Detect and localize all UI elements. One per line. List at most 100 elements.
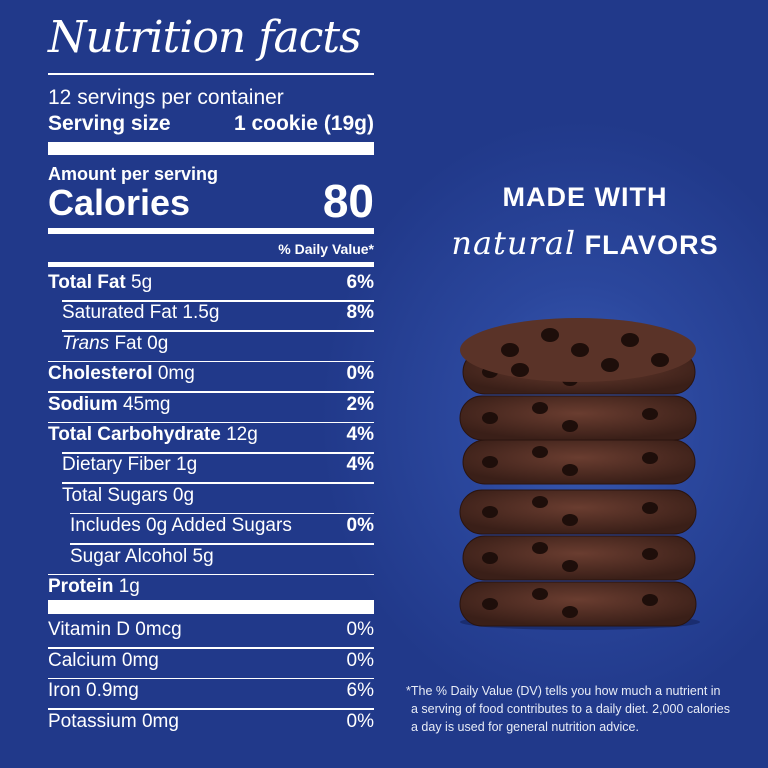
vitamin-dv: 0%: [346, 710, 374, 732]
nutrient-row: Cholesterol 0mg: [48, 363, 195, 385]
chocolate-chip: [482, 598, 498, 610]
chocolate-chip: [482, 506, 498, 518]
calories-label: Calories: [48, 182, 191, 223]
row-divider: [62, 452, 374, 454]
row-divider: [62, 330, 374, 332]
row-divider: [48, 647, 374, 649]
nutrient-amount: 1.5g: [182, 302, 220, 324]
row-divider: [70, 512, 374, 515]
vitamin-name: Calcium 0mg: [48, 649, 159, 671]
vitamin-name: Potassium 0mg: [48, 710, 179, 732]
nutrient-row: Total Sugars 0g: [62, 485, 194, 507]
chocolate-chip: [562, 514, 578, 526]
footnote-line: a day is used for general nutrition advi…: [411, 720, 639, 734]
nutrient-amount: 5g: [131, 272, 153, 293]
nutrient-amount: 12g: [226, 424, 258, 445]
nutrient-amount: 0mg: [157, 363, 195, 385]
nutrient-dv: 8%: [346, 302, 374, 324]
nutrient-amount: 5g: [192, 545, 214, 567]
chocolate-chip: [482, 456, 498, 468]
vitamin-name: Iron 0.9mg: [48, 680, 139, 701]
nutrient-dv: 6%: [346, 272, 374, 293]
footnote: *The % Daily Value (DV) tells you how mu…: [406, 682, 730, 736]
serving-size-label: Serving size: [48, 112, 171, 135]
row-divider: [48, 677, 374, 679]
chocolate-chip: [511, 363, 529, 377]
nutrient-name: Trans: [62, 332, 110, 354]
nutrient-row: Total Fat 5g: [48, 272, 152, 294]
vitamin-dv: 0%: [346, 619, 374, 640]
nutrient-dv: 4%: [346, 424, 374, 445]
chocolate-chip: [642, 408, 658, 420]
medium-divider: [48, 262, 374, 267]
row-divider: [48, 573, 374, 576]
chocolate-chip: [642, 452, 658, 464]
chocolate-chip: [621, 333, 639, 347]
nutrient-amount: Fat 0g: [114, 332, 169, 354]
nutrient-name: Total Fat: [48, 272, 126, 293]
chocolate-chip: [601, 358, 619, 372]
chocolate-chip: [562, 560, 578, 572]
row-divider: [62, 482, 374, 484]
nutrient-row: Includes 0g Added Sugars: [70, 515, 292, 537]
nutrient-dv: 0%: [346, 515, 374, 537]
serving-size-value: 1 cookie (19g): [233, 112, 374, 135]
nutrient-dv: 2%: [346, 393, 374, 415]
chocolate-chip: [571, 343, 589, 357]
servings-per-container: 12 servings per container: [48, 86, 284, 109]
nutrient-amount: 0g: [172, 484, 195, 506]
vitamin-dv: 6%: [346, 680, 374, 701]
chocolate-chip: [562, 420, 578, 432]
cookie-stack-image: [459, 318, 700, 630]
promo-flavors: FLAVORS: [584, 230, 719, 260]
cookie: [459, 395, 697, 441]
chocolate-chip: [651, 353, 669, 367]
chocolate-chip: [532, 402, 548, 414]
row-divider: [48, 421, 374, 424]
row-divider: [48, 708, 374, 710]
nutrient-name: Saturated Fat: [62, 302, 178, 324]
thick-divider: [48, 600, 374, 614]
chocolate-chip: [642, 594, 658, 606]
chocolate-chip: [532, 542, 548, 554]
cookie: [462, 535, 696, 581]
chocolate-chip: [562, 464, 578, 476]
promo-line-2: natural FLAVORS: [420, 224, 750, 262]
cookie: [459, 489, 697, 535]
chocolate-chip: [532, 446, 548, 458]
promo-line-1: MADE WITH: [502, 182, 668, 212]
promo-natural: natural: [451, 224, 577, 262]
chocolate-chip: [562, 606, 578, 618]
nutrient-row: Sodium 45mg: [48, 394, 170, 416]
medium-divider: [48, 228, 374, 234]
nutrient-name: Cholesterol: [48, 363, 153, 385]
calories-value: 80: [322, 175, 374, 227]
chocolate-chip: [532, 588, 548, 600]
chocolate-chip: [642, 548, 658, 560]
nutrient-name: Total Carbohydrate: [48, 424, 221, 445]
vitamin-name: Vitamin D 0mcg: [48, 619, 182, 640]
nutrient-row: Total Carbohydrate 12g: [48, 424, 258, 446]
amount-per-serving: Amount per serving: [48, 164, 219, 184]
nutrient-row: Dietary Fiber 1g: [62, 454, 197, 476]
chocolate-chip: [482, 552, 498, 564]
nutrient-amount: 1g: [118, 576, 140, 597]
chocolate-chip: [541, 328, 559, 342]
nutrient-row: Trans Fat 0g: [62, 333, 168, 355]
thick-divider: [48, 142, 374, 155]
label-title: Nutrition facts: [48, 12, 362, 63]
footnote-line: *The % Daily Value (DV) tells you how mu…: [406, 684, 721, 698]
row-divider: [70, 543, 374, 545]
nutrient-dv: 0%: [346, 363, 374, 385]
divider: [48, 73, 374, 75]
nutrient-name: Sodium: [48, 393, 118, 415]
row-divider: [62, 300, 374, 302]
nutrient-name: Includes 0g Added Sugars: [70, 515, 292, 537]
cookie: [459, 581, 697, 627]
nutrient-row: Saturated Fat 1.5g: [62, 302, 219, 324]
vitamin-dv: 0%: [346, 649, 374, 671]
row-divider: [48, 360, 374, 363]
chocolate-chip: [482, 412, 498, 424]
nutrient-name: Dietary Fiber: [62, 454, 171, 476]
nutrient-row: Sugar Alcohol 5g: [70, 546, 214, 568]
